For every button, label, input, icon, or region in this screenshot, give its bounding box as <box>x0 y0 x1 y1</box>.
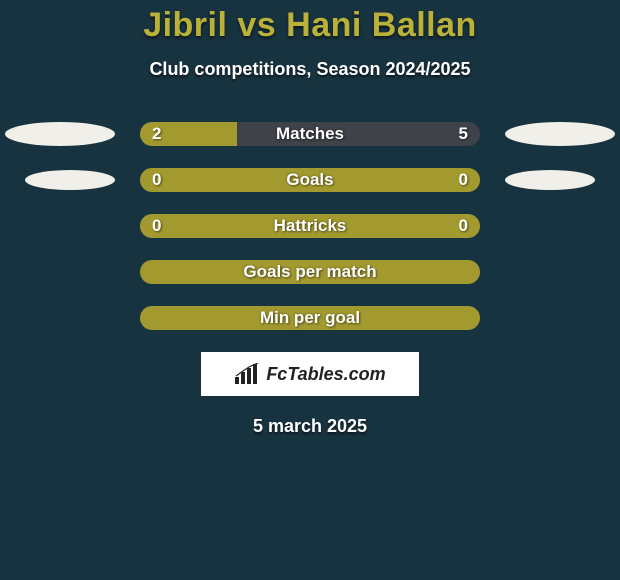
bar-fill-right <box>310 260 480 284</box>
bar-fill-left <box>140 122 237 146</box>
stat-bar <box>140 122 480 146</box>
logo-text: FcTables.com <box>266 364 385 385</box>
bar-fill-right <box>237 122 480 146</box>
stat-row-min-per-goal: Min per goal <box>0 306 620 330</box>
bar-fill-left <box>140 306 310 330</box>
bar-fill-left <box>140 168 310 192</box>
page-title: Jibril vs Hani Ballan <box>0 0 620 45</box>
bar-fill-left <box>140 214 310 238</box>
stat-row-matches: 2 Matches 5 <box>0 122 620 146</box>
bar-fill-left <box>140 260 310 284</box>
bar-fill-right <box>310 306 480 330</box>
player-left-ellipse <box>5 122 115 146</box>
stat-bar <box>140 214 480 238</box>
stat-bar <box>140 306 480 330</box>
bar-fill-right <box>310 214 480 238</box>
player-right-ellipse <box>505 170 595 190</box>
bar-chart-icon <box>234 363 260 385</box>
stat-row-hattricks: 0 Hattricks 0 <box>0 214 620 238</box>
player-right-ellipse <box>505 122 615 146</box>
subtitle: Club competitions, Season 2024/2025 <box>0 59 620 80</box>
stat-bar <box>140 260 480 284</box>
stat-row-goals: 0 Goals 0 <box>0 168 620 192</box>
stat-rows: 2 Matches 5 0 Goals 0 0 Hattricks 0 Goal… <box>0 122 620 330</box>
stat-bar <box>140 168 480 192</box>
fctables-logo[interactable]: FcTables.com <box>201 352 419 396</box>
player-left-ellipse <box>25 170 115 190</box>
stat-row-goals-per-match: Goals per match <box>0 260 620 284</box>
bar-fill-right <box>310 168 480 192</box>
date-label: 5 march 2025 <box>0 416 620 437</box>
